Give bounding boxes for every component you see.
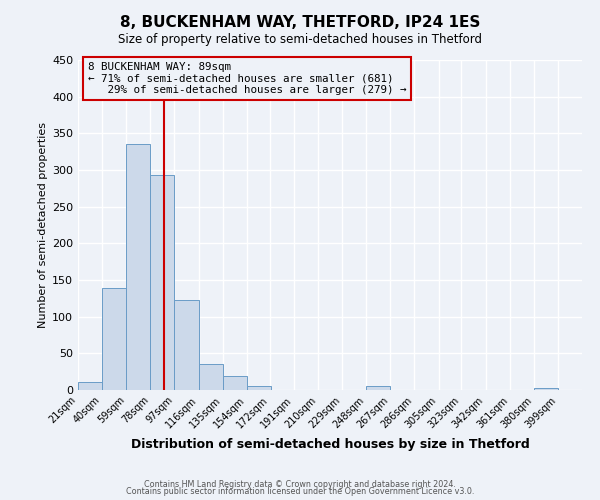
Bar — [247, 386, 271, 390]
Bar — [151, 175, 175, 390]
Bar — [199, 364, 223, 390]
Text: Size of property relative to semi-detached houses in Thetford: Size of property relative to semi-detach… — [118, 32, 482, 46]
Text: 8 BUCKENHAM WAY: 89sqm
← 71% of semi-detached houses are smaller (681)
   29% of: 8 BUCKENHAM WAY: 89sqm ← 71% of semi-det… — [88, 62, 407, 95]
Bar — [223, 376, 247, 390]
Bar — [534, 388, 558, 390]
Text: Contains public sector information licensed under the Open Government Licence v3: Contains public sector information licen… — [126, 487, 474, 496]
Y-axis label: Number of semi-detached properties: Number of semi-detached properties — [38, 122, 48, 328]
Bar — [175, 300, 199, 390]
Text: 8, BUCKENHAM WAY, THETFORD, IP24 1ES: 8, BUCKENHAM WAY, THETFORD, IP24 1ES — [120, 15, 480, 30]
Bar — [126, 144, 151, 390]
Bar — [78, 382, 102, 390]
Bar — [366, 386, 391, 390]
Text: Contains HM Land Registry data © Crown copyright and database right 2024.: Contains HM Land Registry data © Crown c… — [144, 480, 456, 489]
X-axis label: Distribution of semi-detached houses by size in Thetford: Distribution of semi-detached houses by … — [131, 438, 529, 451]
Bar — [102, 288, 126, 390]
